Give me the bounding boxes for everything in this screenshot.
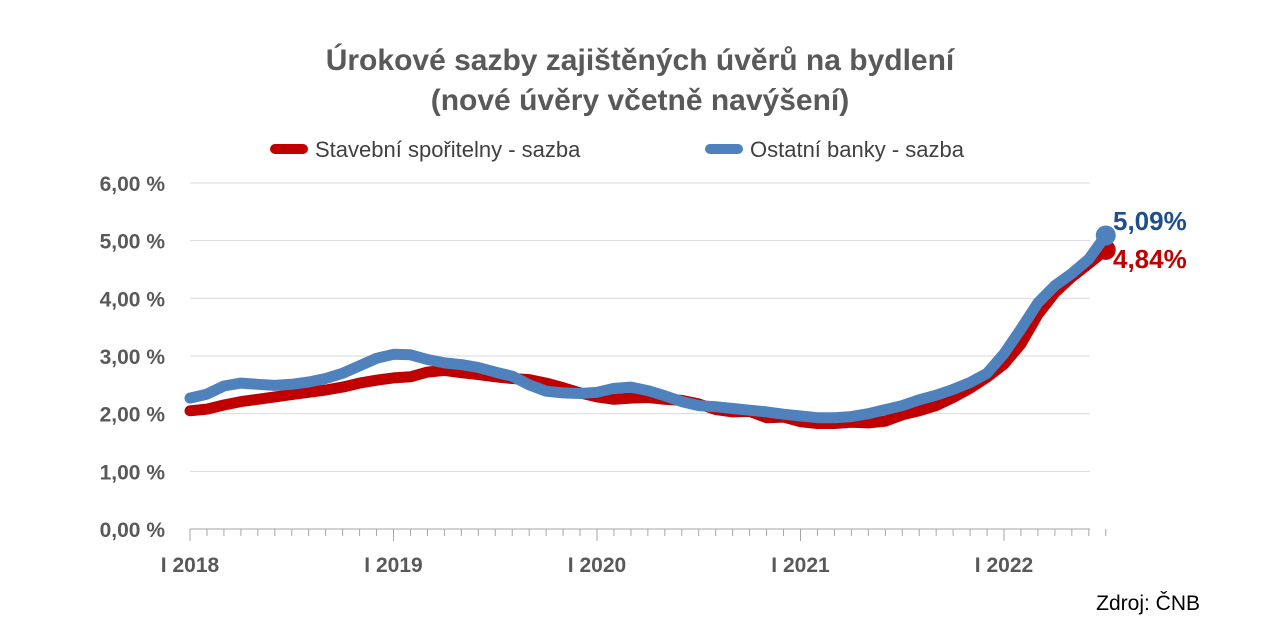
y-tick-label: 1,00 %: [100, 461, 166, 484]
y-tick-label: 4,00 %: [100, 288, 166, 311]
series-lines: [184, 225, 1116, 429]
x-tick-label: I 2019: [364, 554, 422, 577]
end-label-stavebni: 4,84%: [1113, 244, 1187, 274]
x-axis: I 2018 I 2019 I 2020 I 2021 I 2022: [161, 528, 1107, 577]
x-tick-label: I 2018: [161, 554, 220, 577]
y-tick-label: 6,00 %: [100, 173, 166, 196]
y-tick-label: 5,00 %: [100, 231, 166, 254]
x-tick-label: I 2020: [568, 554, 626, 577]
legend: Stavební spořitelny - sazba Ostatní bank…: [270, 137, 965, 162]
source-note: Zdroj: ČNB: [1096, 592, 1200, 615]
chart-subtitle: (nové úvěry včetně navýšení): [431, 84, 850, 117]
gridlines: [190, 182, 1090, 472]
legend-label-stavebni: Stavební spořitelny - sazba: [315, 137, 581, 162]
y-tick-label: 2,00 %: [100, 404, 166, 427]
series-line-stavebni: [184, 244, 1112, 429]
x-tick-label: I 2022: [975, 554, 1033, 577]
y-tick-label: 0,00 %: [100, 519, 166, 542]
chart-title: Úrokové sazby zajištěných úvěrů na bydle…: [326, 43, 956, 77]
series-line-ostatni: [184, 230, 1112, 424]
legend-label-ostatni: Ostatní banky - sazba: [750, 137, 965, 162]
series-end-point-ostatni: [1095, 225, 1116, 246]
end-label-ostatni: 5,09%: [1113, 206, 1187, 236]
y-tick-label: 3,00 %: [100, 346, 166, 369]
x-tick-label: I 2021: [771, 554, 830, 577]
y-axis: 0,00 % 1,00 % 2,00 % 3,00 % 4,00 % 5,00 % 6,00…: [100, 173, 166, 542]
